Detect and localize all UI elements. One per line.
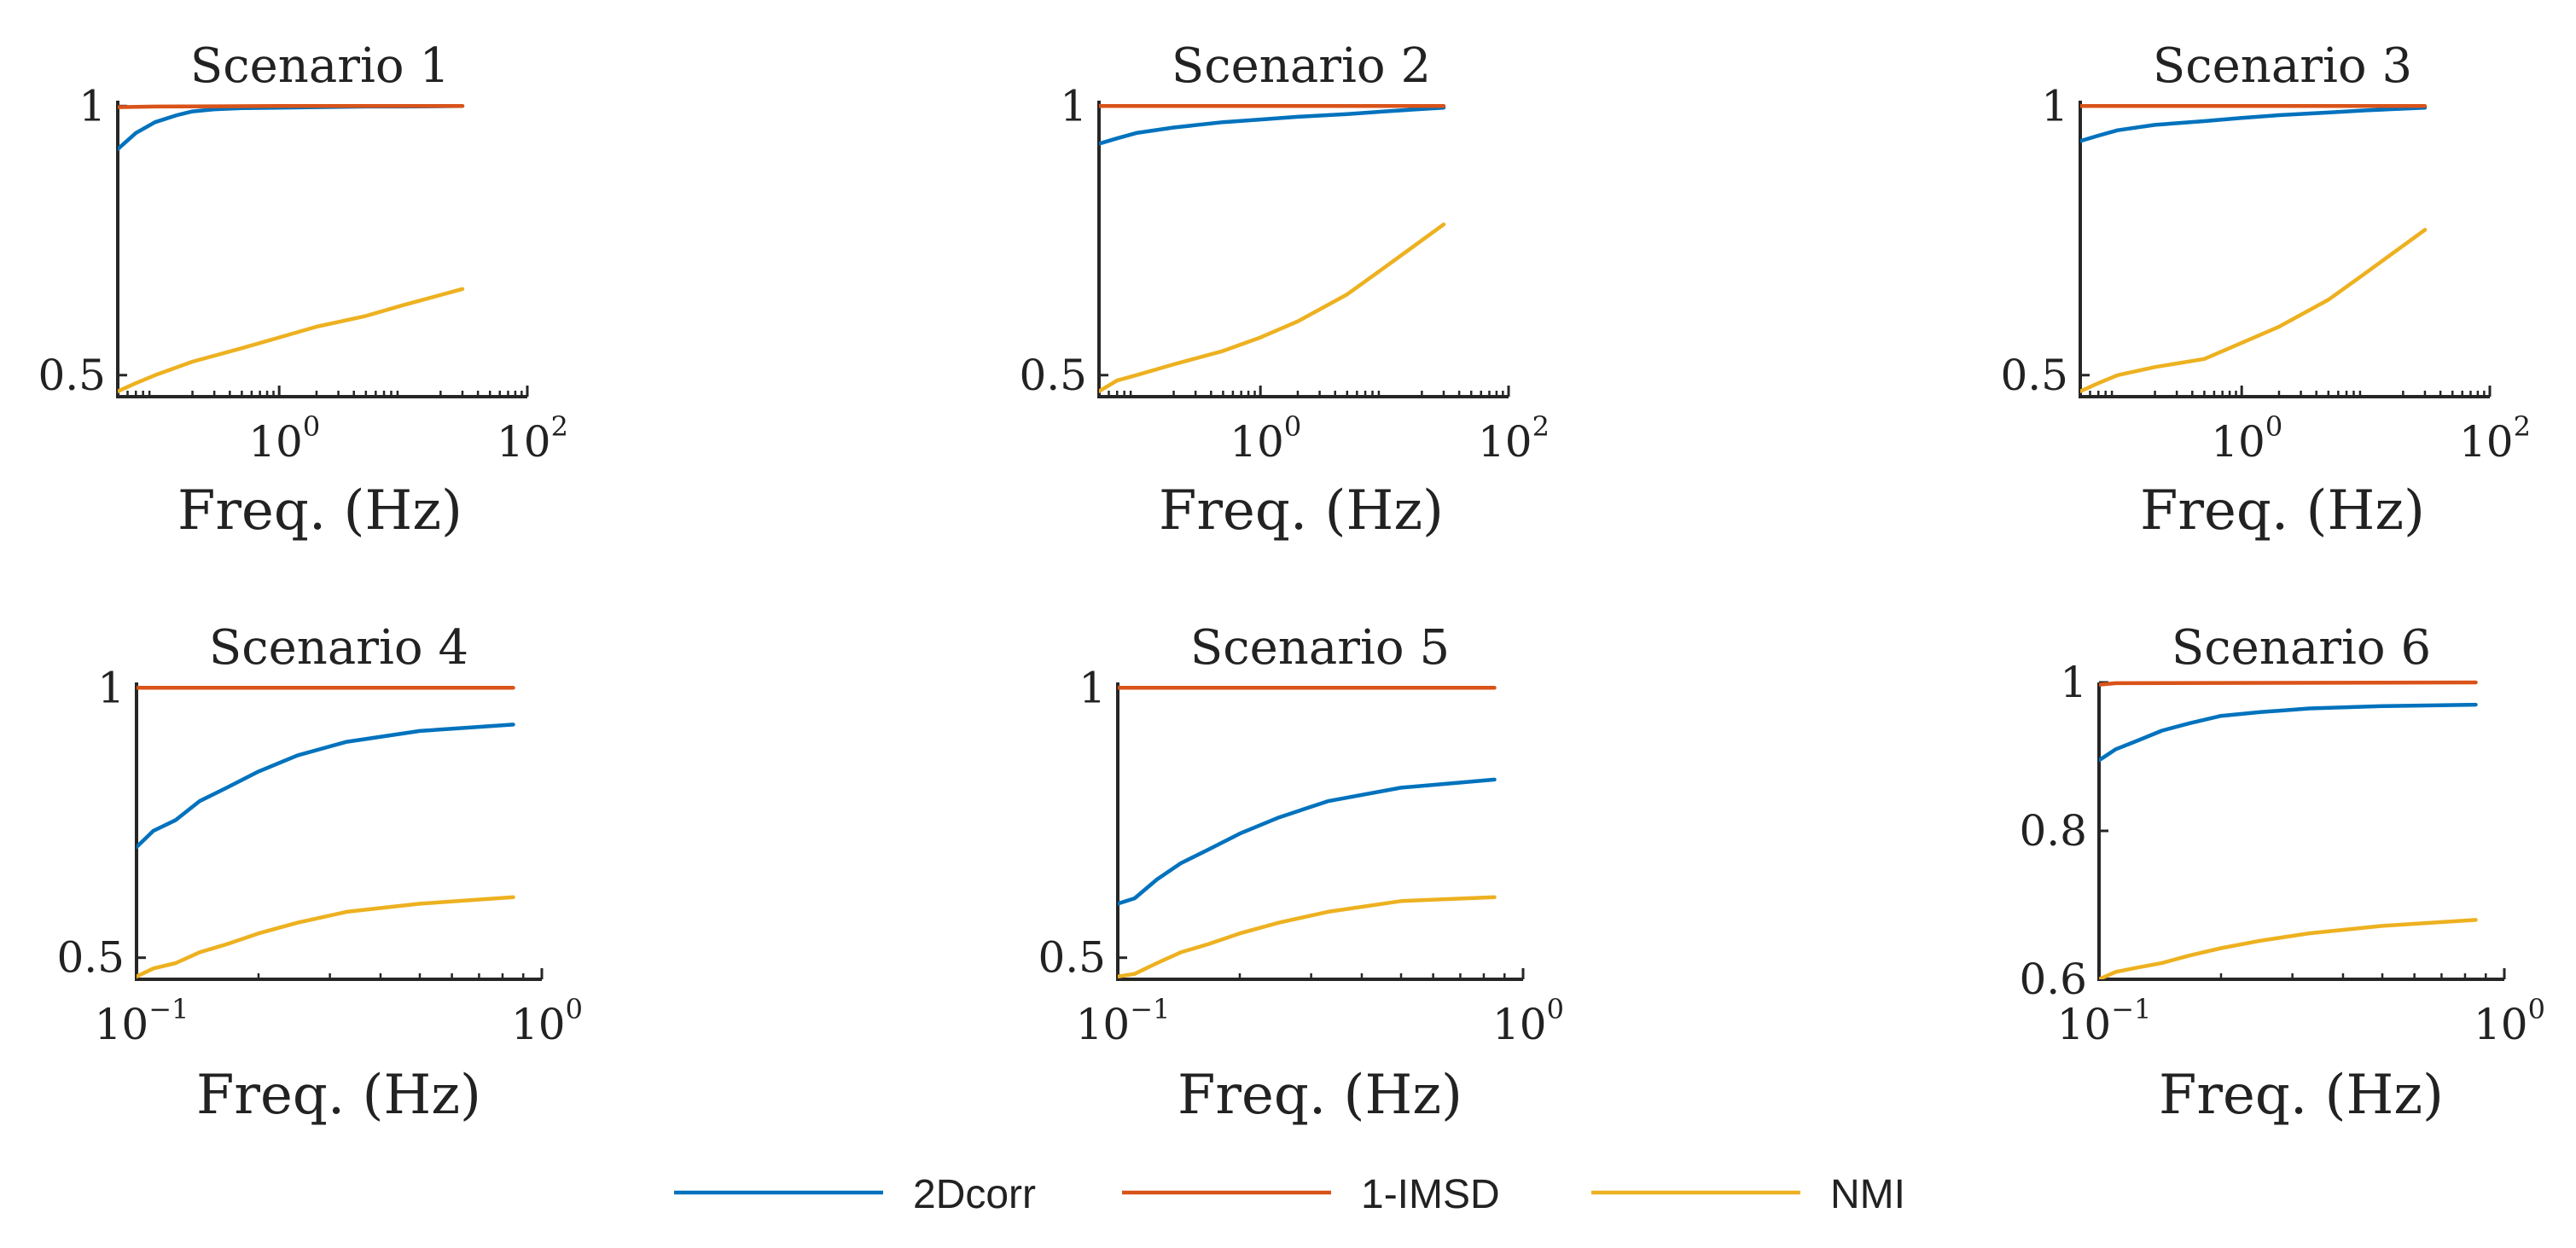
axes: [2079, 101, 2490, 398]
chart-title: Scenario 4: [209, 620, 468, 676]
y-tick-label: 1: [79, 81, 106, 131]
x-axis-label: Freq. (Hz): [1178, 1064, 1462, 1127]
x-tick-label: 102: [2459, 410, 2531, 467]
y-tick-label: 1: [97, 663, 125, 712]
x-tick-label: 100: [511, 993, 583, 1049]
x-tick-exponent: 2: [1532, 410, 1550, 443]
x-axis-label: Freq. (Hz): [196, 1064, 481, 1127]
series-line-2dcorr: [118, 104, 465, 152]
x-tick-base: 10: [1492, 1000, 1547, 1049]
y-tick-label: 0.5: [56, 933, 125, 983]
x-tick-exponent: 0: [2265, 410, 2282, 443]
x-tick-label: 100: [1230, 410, 1301, 467]
legend-label-1-imsd: 1-IMSD: [1361, 1172, 1500, 1217]
series-line-nmi: [137, 895, 515, 979]
x-tick-exponent: −1: [1130, 993, 1170, 1025]
legend-label-nmi: NMI: [1830, 1172, 1905, 1217]
x-axis-label: Freq. (Hz): [177, 479, 462, 543]
chart-title: Scenario 3: [2153, 38, 2412, 94]
chart-title: Scenario 6: [2172, 620, 2431, 676]
x-tick-base: 10: [248, 417, 303, 467]
chart-title: Scenario 2: [1172, 38, 1431, 94]
y-tick-label: 0.8: [2019, 806, 2087, 856]
x-axis-label: Freq. (Hz): [2159, 1064, 2444, 1127]
x-tick-label: 10−1: [2057, 993, 2152, 1049]
series-line-1-imsd: [118, 104, 465, 109]
x-tick-base: 10: [1076, 1000, 1131, 1049]
x-tick-label: 10−1: [95, 993, 189, 1049]
y-tick-label: 0.5: [1019, 351, 1087, 400]
y-tick-label: 1: [2060, 658, 2087, 707]
x-tick-exponent: 0: [566, 993, 583, 1025]
x-tick-base: 10: [1478, 417, 1532, 467]
x-tick-exponent: 0: [303, 410, 320, 443]
x-tick-base: 10: [497, 417, 551, 467]
series-line-2dcorr: [137, 723, 515, 850]
chart-title: Scenario 5: [1190, 620, 1450, 676]
y-tick-label: 1: [1079, 663, 1106, 712]
series-line-nmi: [2099, 918, 2478, 979]
x-tick-exponent: 2: [551, 410, 568, 443]
x-axis-label: Freq. (Hz): [2140, 479, 2425, 543]
y-tick-label: 1: [2041, 81, 2068, 131]
axes: [1097, 101, 1509, 398]
series-line-2dcorr: [1099, 105, 1446, 146]
x-tick-label: 102: [1478, 410, 1550, 467]
x-axis-label: Freq. (Hz): [1159, 479, 1444, 543]
series-line-1-imsd: [2099, 680, 2478, 687]
x-tick-label: 100: [2211, 410, 2282, 467]
series-line-nmi: [118, 287, 465, 393]
x-tick-label: 102: [497, 410, 568, 467]
series-line-nmi: [2080, 228, 2428, 393]
legend-box: [648, 1150, 1945, 1240]
x-tick-base: 10: [2211, 417, 2265, 467]
x-tick-exponent: 2: [2514, 410, 2531, 443]
series-line-nmi: [1118, 895, 1497, 979]
chart-title: Scenario 1: [190, 38, 450, 94]
x-tick-label: 100: [248, 410, 320, 467]
legend-label-2dcorr: 2Dcorr: [913, 1172, 1036, 1217]
x-tick-exponent: −1: [148, 993, 189, 1025]
x-tick-label: 100: [2474, 993, 2545, 1049]
x-tick-exponent: 0: [2528, 993, 2545, 1025]
x-tick-base: 10: [1230, 417, 1284, 467]
x-tick-label: 10−1: [1076, 993, 1171, 1049]
series-line-2dcorr: [2080, 105, 2428, 143]
x-tick-base: 10: [2057, 1000, 2112, 1049]
axes: [1116, 682, 1523, 981]
x-tick-base: 10: [511, 1000, 566, 1049]
x-tick-base: 10: [95, 1000, 149, 1049]
x-tick-base: 10: [2474, 1000, 2528, 1049]
x-tick-exponent: 0: [1547, 993, 1564, 1025]
x-tick-exponent: 0: [1284, 410, 1301, 443]
series-line-nmi: [1099, 222, 1446, 393]
series-line-2dcorr: [2099, 702, 2478, 763]
y-tick-label: 0.5: [1038, 933, 1106, 983]
y-tick-label: 0.6: [2019, 955, 2087, 1004]
x-tick-label: 100: [1492, 993, 1564, 1049]
legend: 2Dcorr 1-IMSD NMI: [648, 1150, 1945, 1240]
x-tick-exponent: −1: [2111, 993, 2151, 1025]
series-line-2dcorr: [1118, 777, 1497, 906]
y-tick-label: 1: [1060, 81, 1087, 131]
axes: [116, 101, 527, 398]
y-tick-label: 0.5: [2000, 351, 2068, 400]
x-tick-base: 10: [2459, 417, 2514, 467]
y-tick-label: 0.5: [38, 351, 106, 400]
